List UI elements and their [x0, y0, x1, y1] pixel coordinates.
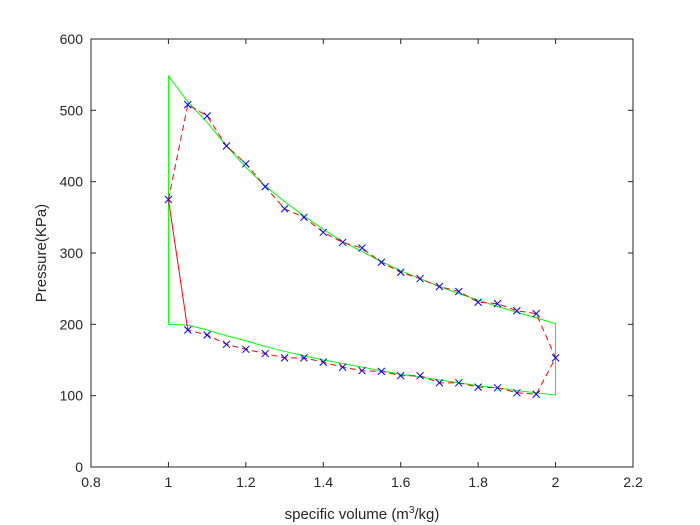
data-point-marker: [532, 309, 541, 318]
data-point-marker: [183, 326, 192, 334]
data-point-marker: [280, 204, 289, 213]
y-axis-title: Pressure(KPa): [33, 204, 50, 302]
data-point-marker: [435, 378, 444, 387]
y-tick-label: 100: [60, 388, 84, 404]
data-point-marker: [532, 390, 541, 399]
data-point-marker: [454, 378, 463, 387]
data-point-marker: [396, 371, 405, 380]
data-point-marker: [474, 298, 482, 307]
data-point-marker: [242, 159, 250, 168]
y-tick-label: 500: [60, 102, 84, 118]
data-point-marker: [203, 331, 211, 339]
y-tick-label: 600: [60, 31, 84, 47]
data-point-marker: [377, 258, 386, 267]
data-point-marker: [338, 363, 347, 371]
data-point-marker: [242, 345, 250, 354]
data-point-marker: [358, 366, 366, 375]
data-point-marker: [222, 142, 231, 150]
data-point-marker: [280, 354, 289, 362]
data-point-marker: [416, 371, 424, 380]
y-tick-label: 300: [60, 245, 84, 261]
x-tick-label: 1.8: [468, 474, 488, 490]
data-point-marker: [513, 388, 521, 397]
data-point-marker: [164, 195, 173, 204]
data-point-marker: [300, 354, 308, 362]
x-tick-label: 1.6: [391, 474, 411, 490]
series-layer: [164, 74, 560, 399]
x-tick-label: 0.8: [81, 474, 101, 490]
plot-area: [91, 39, 633, 467]
data-point-marker: [377, 367, 386, 376]
data-point-marker: [513, 306, 521, 315]
x-tick-label: 2.2: [623, 474, 643, 490]
data-point-marker: [493, 383, 502, 392]
x-tick-label: 1.2: [236, 474, 256, 490]
data-point-marker: [493, 299, 502, 308]
data-point-marker: [551, 354, 560, 362]
cycle-outline-line: [167, 74, 557, 396]
x-tick-label: 2: [552, 474, 560, 490]
fitted-cycle-dashed-line: [167, 103, 557, 395]
data-point-marker: [435, 282, 444, 291]
data-point-marker: [319, 228, 328, 237]
axes-layer: 0.8 1 1.2 1.4 1.6 1.8 2 2.2 0 100 200 300 400 500 600: [60, 31, 643, 490]
data-point-marker: [300, 213, 308, 222]
data-point-marker: [261, 349, 270, 358]
x-tick-label: 1.4: [314, 474, 334, 490]
data-point-marker: [474, 383, 482, 391]
y-tick-label: 0: [75, 459, 83, 475]
compression-connector-line: [167, 199, 189, 331]
y-tick-label: 400: [60, 174, 84, 190]
x-axis-title: specific volume (m3/kg): [285, 505, 440, 523]
data-point-marker: [396, 268, 405, 277]
data-point-marker: [183, 100, 192, 109]
data-point-marker: [416, 274, 424, 283]
data-point-marker: [338, 238, 347, 247]
measured-points: [164, 100, 560, 399]
data-point-marker: [203, 112, 211, 120]
x-tick-label: 1: [165, 474, 173, 490]
data-point-marker: [261, 182, 270, 191]
data-point-marker: [319, 358, 328, 366]
data-point-marker: [358, 244, 366, 252]
data-point-marker: [454, 287, 463, 296]
y-tick-label: 200: [60, 316, 84, 332]
data-point-marker: [222, 340, 231, 349]
